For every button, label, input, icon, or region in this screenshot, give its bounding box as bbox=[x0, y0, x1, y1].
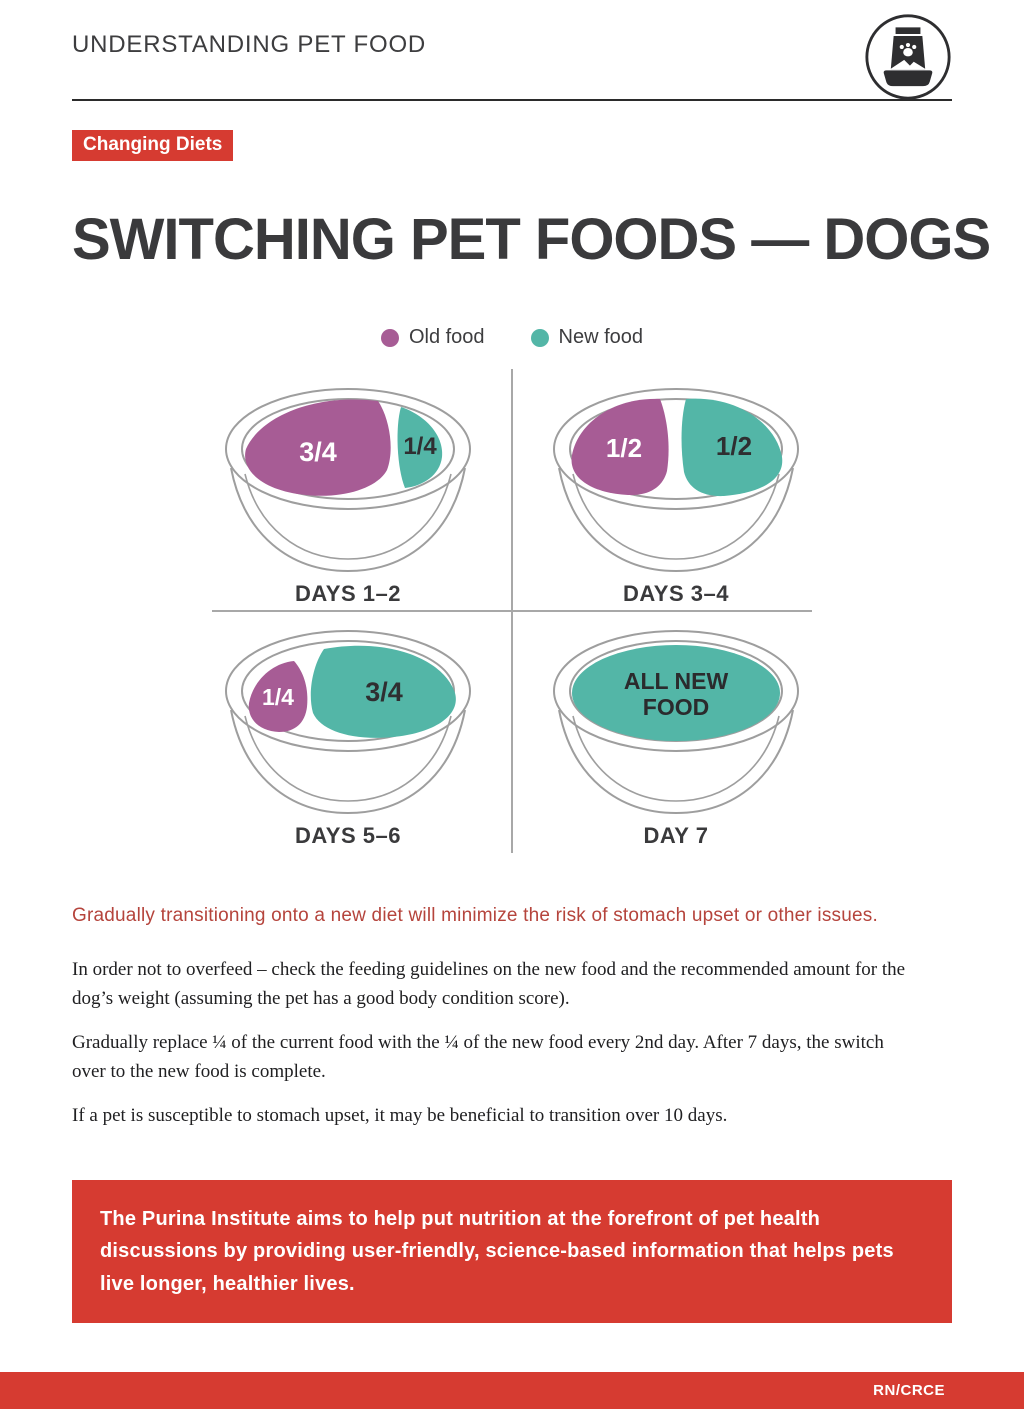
transition-figure: 3/4 1/4 DAYS 1–2 1/2 1/2 DAYS 3–4 bbox=[184, 369, 840, 854]
all-new-food-label-line1: ALL NEW bbox=[624, 668, 729, 694]
old-food-portion: 1/2 bbox=[606, 433, 642, 463]
body-paragraph: Gradually replace ¼ of the current food … bbox=[72, 1031, 884, 1082]
new-food-portion: 1/4 bbox=[403, 433, 437, 460]
bowl-illustration: 3/4 1/4 bbox=[225, 388, 471, 573]
bowl-caption: DAYS 3–4 bbox=[623, 581, 729, 607]
document-code: RN/CRCE bbox=[873, 1382, 945, 1399]
header: UNDERSTANDING PET FOOD bbox=[0, 0, 1024, 100]
mission-banner: The Purina Institute aims to help put nu… bbox=[72, 1179, 952, 1324]
bowl-days-5-6: 1/4 3/4 DAYS 5–6 bbox=[184, 611, 512, 853]
pet-food-bag-bowl-icon bbox=[864, 13, 952, 106]
page-title: SWITCHING PET FOODS — DOGS bbox=[72, 207, 991, 272]
new-food-portion: 1/2 bbox=[716, 431, 752, 461]
figure-horizontal-divider bbox=[212, 610, 812, 613]
legend-label-old-food: Old food bbox=[408, 326, 485, 349]
bowl-illustration: ALL NEW FOOD bbox=[553, 630, 799, 815]
body-paragraph: If a pet is susceptible to stomach upset… bbox=[72, 1104, 728, 1126]
bowl-days-1-2: 3/4 1/4 DAYS 1–2 bbox=[184, 369, 512, 611]
new-food-portion: 3/4 bbox=[365, 677, 403, 707]
mission-banner-text: The Purina Institute aims to help put nu… bbox=[100, 1207, 894, 1295]
legend-item-new-food: New food bbox=[530, 326, 644, 349]
section-badge: Changing Diets bbox=[72, 130, 234, 161]
old-food-portion: 3/4 bbox=[299, 437, 337, 467]
bowl-caption: DAY 7 bbox=[643, 823, 709, 849]
header-divider bbox=[72, 99, 952, 101]
body-paragraph: In order not to overfeed – check the fee… bbox=[72, 959, 906, 1010]
all-new-food-label-line2: FOOD bbox=[643, 694, 709, 720]
bottom-bar: RN/CRCE bbox=[0, 1372, 1024, 1409]
bowl-caption: DAYS 5–6 bbox=[295, 823, 401, 849]
header-title: UNDERSTANDING PET FOOD bbox=[72, 31, 427, 58]
legend-item-old-food: Old food bbox=[380, 326, 485, 349]
old-food-dot-icon bbox=[380, 328, 399, 347]
lead-sentence: Gradually transitioning onto a new diet … bbox=[72, 905, 878, 927]
bowl-days-3-4: 1/2 1/2 DAYS 3–4 bbox=[512, 369, 840, 611]
bowl-illustration: 1/2 1/2 bbox=[553, 388, 799, 573]
legend-label-new-food: New food bbox=[558, 326, 644, 349]
bowl-day-7: ALL NEW FOOD DAY 7 bbox=[512, 611, 840, 853]
bowl-caption: DAYS 1–2 bbox=[295, 581, 401, 607]
legend: Old food New food bbox=[72, 326, 952, 349]
new-food-dot-icon bbox=[530, 328, 549, 347]
bowl-illustration: 1/4 3/4 bbox=[225, 630, 471, 815]
old-food-portion: 1/4 bbox=[262, 684, 294, 710]
